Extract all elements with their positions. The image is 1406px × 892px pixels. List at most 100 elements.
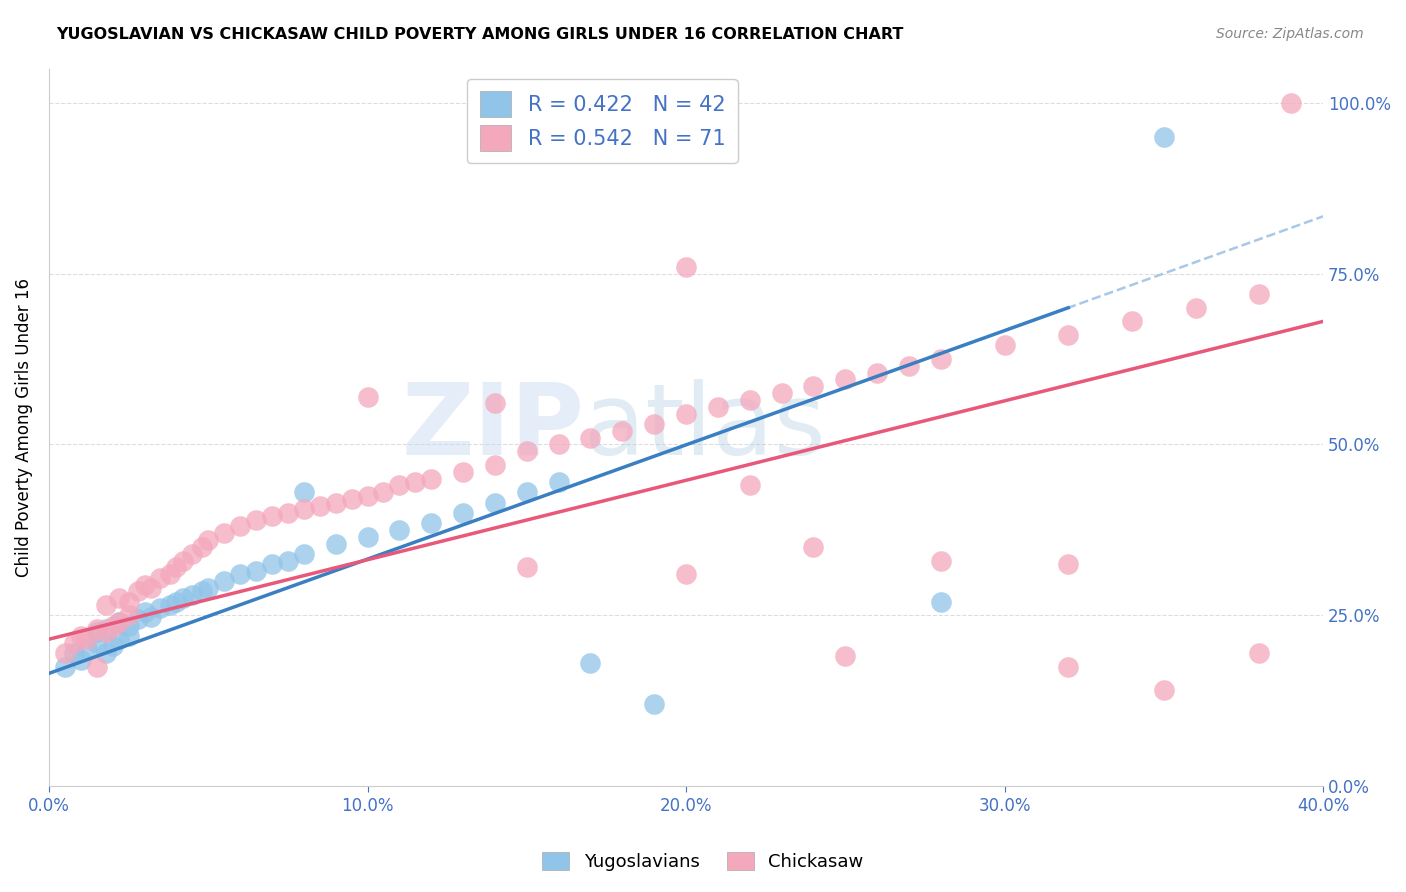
Point (149, 571, 172, 585)
Point (63, 646, 86, 660)
Point (579, 431, 602, 445)
Point (356, 530, 378, 544)
Text: ZIP: ZIP (401, 379, 583, 475)
Point (245, 564, 267, 578)
Point (1057, 557, 1080, 571)
Point (516, 444, 538, 458)
Point (516, 560, 538, 574)
Point (86, 659, 108, 673)
Point (229, 519, 252, 533)
Point (898, 359, 921, 373)
Point (451, 465, 474, 479)
Point (108, 615, 131, 629)
Point (181, 547, 204, 561)
Point (277, 553, 299, 567)
Legend: Yugoslavians, Chickasaw: Yugoslavians, Chickasaw (536, 845, 870, 879)
Point (86, 622, 108, 636)
Point (139, 609, 162, 624)
Point (866, 366, 889, 380)
Point (547, 437, 569, 451)
Point (834, 372, 856, 386)
Point (388, 523, 411, 537)
Point (643, 697, 665, 711)
Point (803, 540, 825, 554)
Point (738, 478, 761, 492)
Point (308, 499, 330, 513)
Point (86, 635, 108, 649)
Point (770, 386, 793, 401)
Point (404, 475, 426, 489)
Point (101, 618, 124, 632)
Point (707, 400, 730, 414)
Point (134, 577, 156, 591)
Point (834, 649, 856, 664)
Point (53, 646, 76, 660)
Point (172, 553, 194, 567)
Point (108, 615, 131, 629)
Point (803, 379, 825, 393)
Point (117, 608, 139, 623)
Point (245, 513, 267, 527)
Point (643, 417, 665, 431)
Point (117, 618, 139, 632)
Point (212, 526, 235, 541)
Point (260, 557, 283, 571)
Point (388, 478, 411, 492)
Point (1249, 287, 1271, 301)
Point (420, 472, 443, 486)
Point (612, 424, 634, 438)
Point (96, 598, 118, 612)
Point (117, 594, 139, 608)
Point (139, 581, 162, 595)
Point (547, 475, 569, 489)
Point (929, 351, 952, 366)
Point (229, 567, 252, 582)
Point (127, 584, 149, 599)
Point (675, 567, 697, 582)
Point (96, 646, 118, 660)
Point (994, 338, 1017, 352)
Point (149, 601, 172, 615)
Point (356, 489, 378, 503)
Point (165, 560, 187, 574)
Point (516, 485, 538, 500)
Point (117, 629, 139, 643)
Point (1184, 301, 1206, 315)
Point (738, 392, 761, 407)
Point (127, 612, 149, 626)
Point (325, 536, 347, 550)
Point (76, 632, 98, 647)
Point (108, 632, 131, 647)
Point (1279, 95, 1302, 110)
Point (1153, 129, 1175, 144)
Point (675, 260, 697, 274)
Point (191, 584, 214, 599)
Point (484, 396, 506, 410)
Point (277, 506, 299, 520)
Point (101, 639, 124, 653)
Point (159, 598, 181, 612)
Point (172, 591, 194, 606)
Point (579, 656, 602, 670)
Point (675, 407, 697, 421)
Point (69, 653, 91, 667)
Point (356, 390, 378, 404)
Text: Source: ZipAtlas.com: Source: ZipAtlas.com (1216, 27, 1364, 41)
Text: YUGOSLAVIAN VS CHICKASAW CHILD POVERTY AMONG GIRLS UNDER 16 CORRELATION CHART: YUGOSLAVIAN VS CHICKASAW CHILD POVERTY A… (56, 27, 904, 42)
Point (86, 625, 108, 640)
Y-axis label: Child Poverty Among Girls Under 16: Child Poverty Among Girls Under 16 (15, 277, 32, 577)
Point (96, 625, 118, 640)
Text: atlas: atlas (583, 379, 825, 475)
Point (420, 516, 443, 530)
Point (53, 659, 76, 673)
Point (451, 506, 474, 520)
Point (1153, 683, 1175, 698)
Point (1121, 314, 1143, 328)
Point (197, 581, 219, 595)
Point (484, 495, 506, 509)
Point (929, 594, 952, 608)
Point (340, 492, 363, 507)
Point (292, 485, 315, 500)
Point (484, 458, 506, 472)
Point (76, 642, 98, 657)
